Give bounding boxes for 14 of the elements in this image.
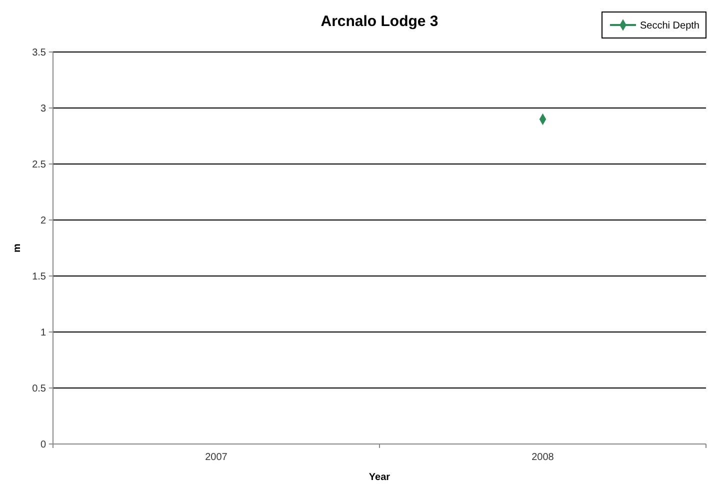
- y-tick-label: 2: [40, 216, 46, 226]
- x-tick-label: 2007: [205, 452, 228, 463]
- y-tick-label: 1.5: [32, 272, 46, 282]
- x-tick-label: 2008: [532, 452, 554, 463]
- y-axis-title: m: [12, 243, 23, 252]
- chart-title: Arcnalo Lodge 3: [320, 13, 438, 30]
- y-tick-label: 0: [40, 440, 46, 450]
- x-axis-title: Year: [368, 472, 390, 483]
- y-tick-label: 3: [40, 104, 46, 114]
- y-tick-label: 3.5: [32, 48, 46, 58]
- y-tick-label: 1: [40, 328, 46, 338]
- legend-label: Secchi Depth: [640, 20, 700, 32]
- y-tick-label: 0.5: [32, 384, 46, 394]
- y-tick-label: 2.5: [32, 160, 46, 170]
